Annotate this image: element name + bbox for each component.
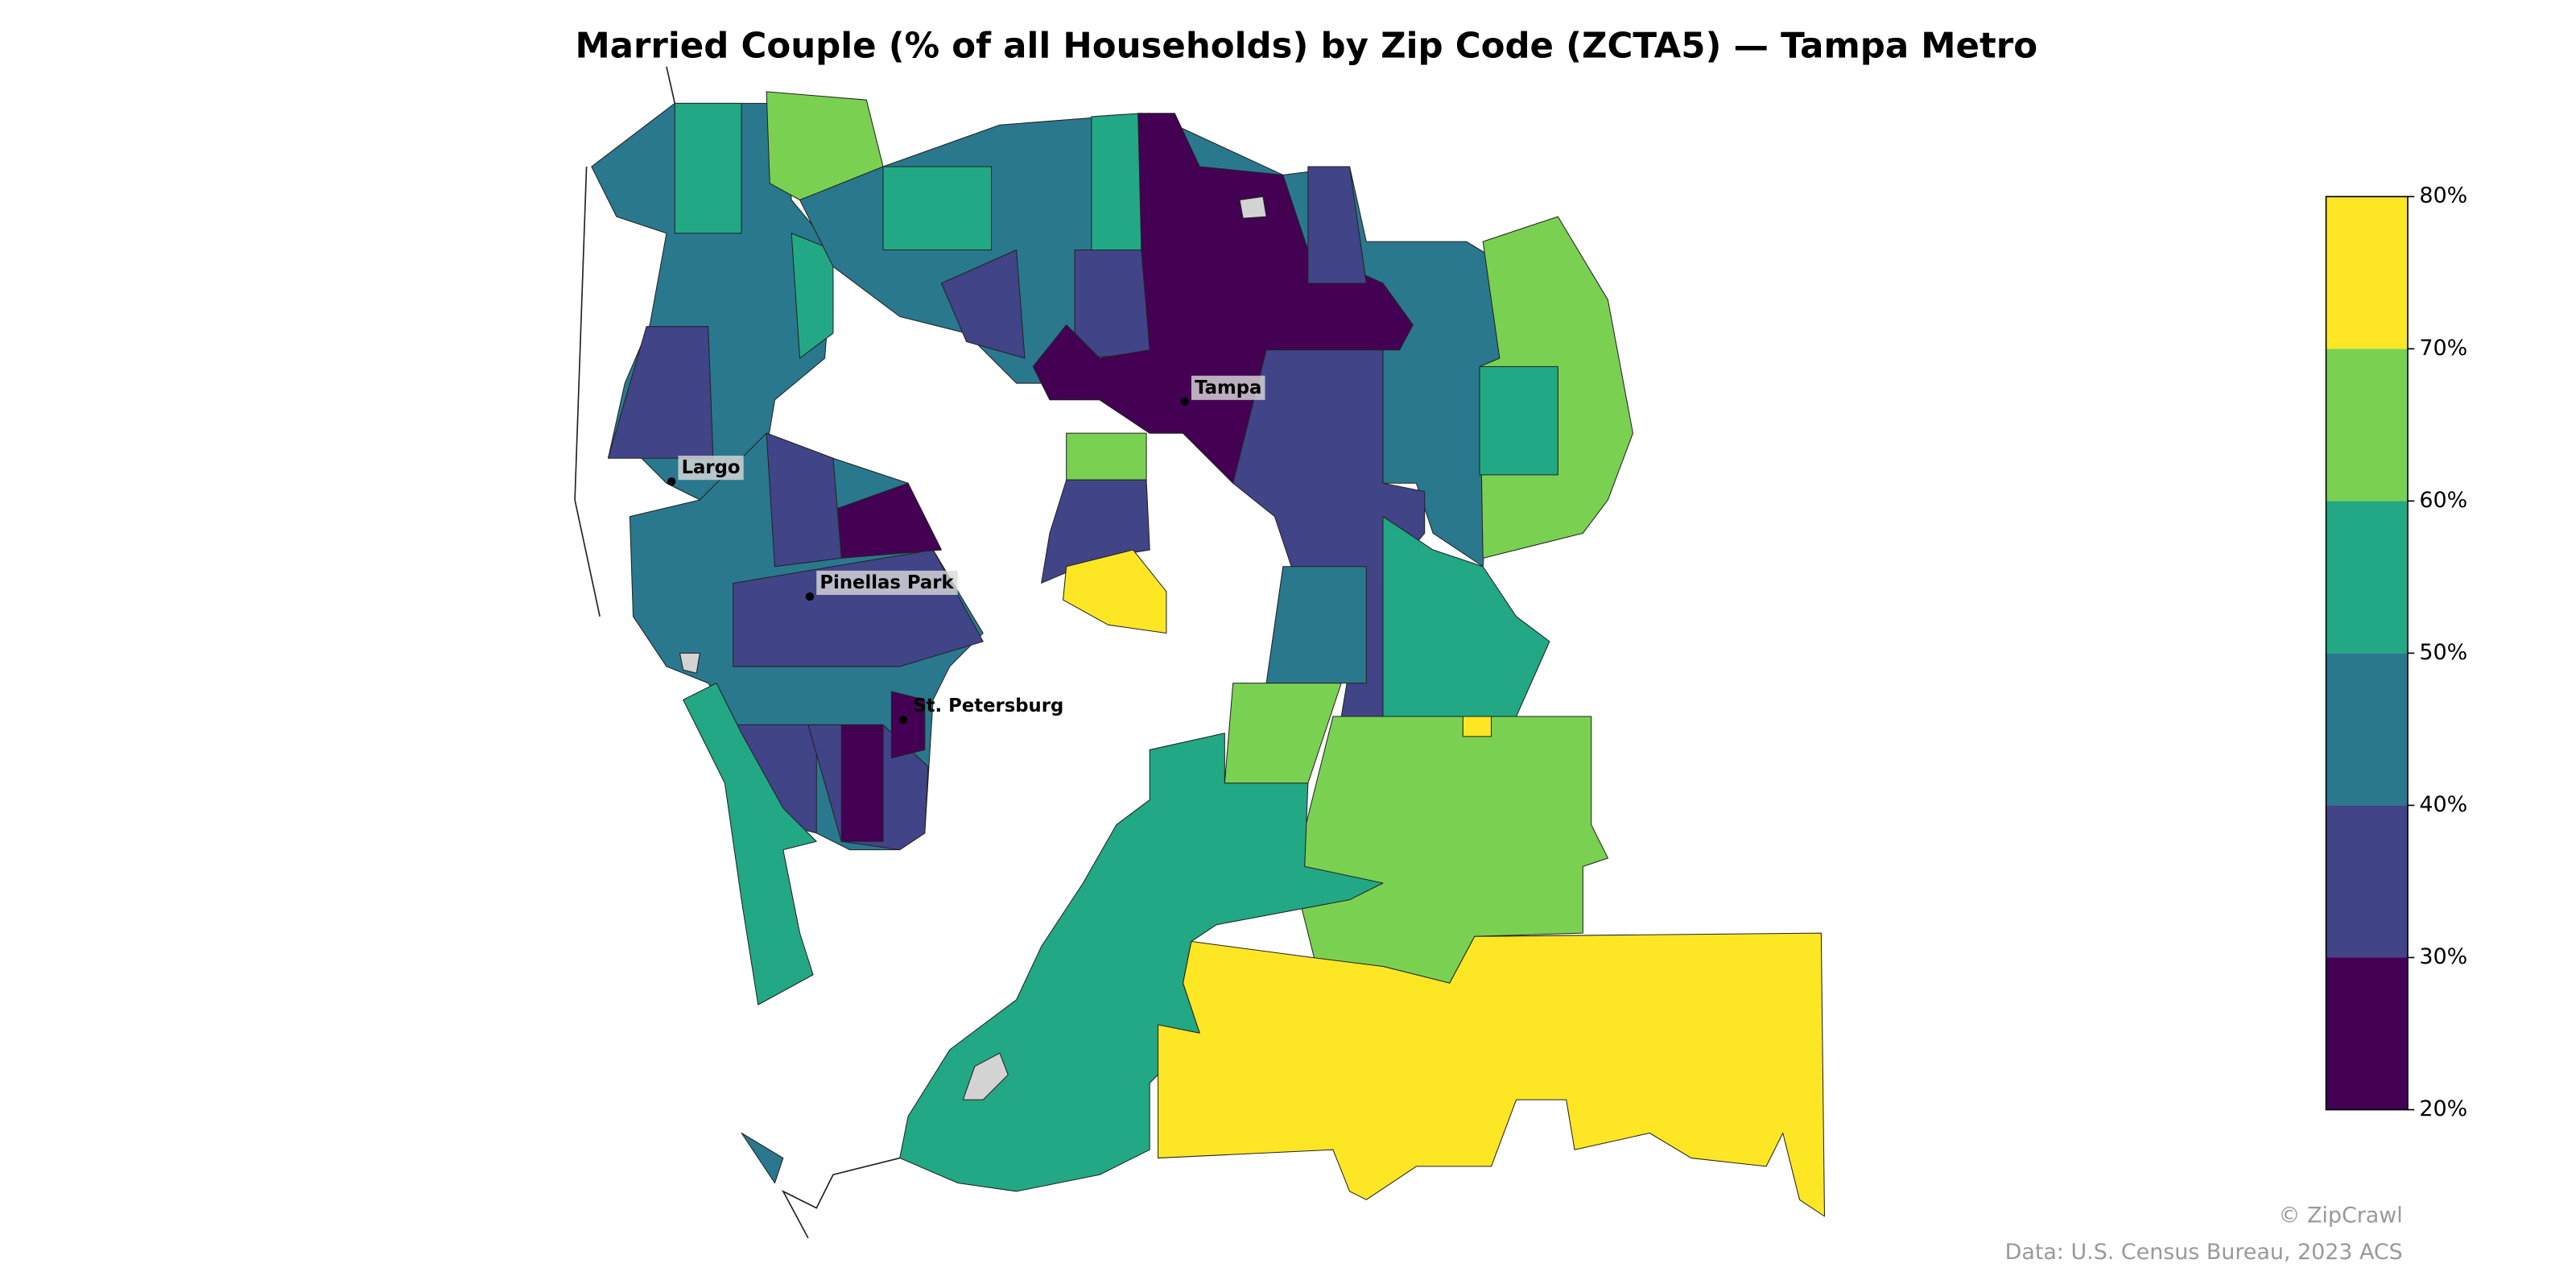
colorbar-segment <box>2326 653 2408 806</box>
city-dot <box>898 716 908 724</box>
city-dot <box>667 477 676 486</box>
colorbar-tick-label: 30% <box>2419 944 2467 969</box>
zip-region <box>1462 716 1492 737</box>
colorbar: 20% 30% 40% 50% 60% 70% 80% <box>2325 184 2467 1121</box>
colorbar-tick-label: 50% <box>2419 640 2467 665</box>
zip-region <box>766 91 884 200</box>
source-note: Data: U.S. Census Bureau, 2023 ACS <box>2005 1240 2403 1265</box>
zip-region <box>679 652 700 674</box>
colorbar-segment <box>2326 957 2408 1110</box>
zip-region <box>741 1132 784 1184</box>
city-label-box <box>1191 375 1265 400</box>
city-label: Pinellas Park <box>819 572 954 593</box>
colorbar-tick-label: 40% <box>2419 792 2467 817</box>
zip-region <box>1091 113 1142 250</box>
zip-region <box>1239 196 1267 219</box>
colorbar-tick-label: 70% <box>2419 336 2467 361</box>
colorbar-segment <box>2326 196 2408 349</box>
zip-region <box>1066 432 1147 481</box>
colorbar-tick-label: 60% <box>2419 488 2467 513</box>
map-title: Married Couple (% of all Households) by … <box>575 27 2037 67</box>
city-label-box <box>816 570 958 596</box>
zip-regions <box>574 66 1826 1239</box>
zip-region <box>840 724 884 842</box>
zip-region <box>962 1052 1009 1100</box>
city-dot <box>1180 397 1189 407</box>
colorbar-tick-label: 20% <box>2419 1096 2467 1121</box>
zip-region <box>674 102 742 234</box>
city-label-box <box>678 456 744 481</box>
city-label: St. Petersburg <box>913 696 1063 716</box>
zip-region <box>1063 549 1167 634</box>
credit: © ZipCrawl <box>2279 1203 2403 1228</box>
zip-region <box>1158 932 1826 1217</box>
zip-region <box>766 432 842 568</box>
zip-region <box>1032 113 1414 484</box>
zip-region <box>1307 166 1367 284</box>
colorbar-segment <box>2326 501 2408 654</box>
city-labels: Tampa Largo Pinellas Park St. Petersburg <box>667 375 1265 724</box>
zip-region <box>837 482 942 559</box>
colorbar-segment <box>2326 349 2408 502</box>
city-label: Tampa <box>1195 378 1261 398</box>
coastline <box>574 66 900 1239</box>
colorbar-tick-label: 80% <box>2419 184 2467 208</box>
zip-region <box>791 233 834 359</box>
city-dot <box>805 592 815 601</box>
zip-region <box>1479 365 1558 476</box>
zip-region <box>882 166 993 250</box>
colorbar-segment <box>2326 805 2408 958</box>
zip-region <box>940 249 1026 359</box>
zip-region <box>899 733 1384 1192</box>
zip-region <box>890 691 926 759</box>
zip-region <box>683 683 817 1005</box>
zip-region <box>1265 566 1367 684</box>
city-label: Largo <box>682 457 741 478</box>
